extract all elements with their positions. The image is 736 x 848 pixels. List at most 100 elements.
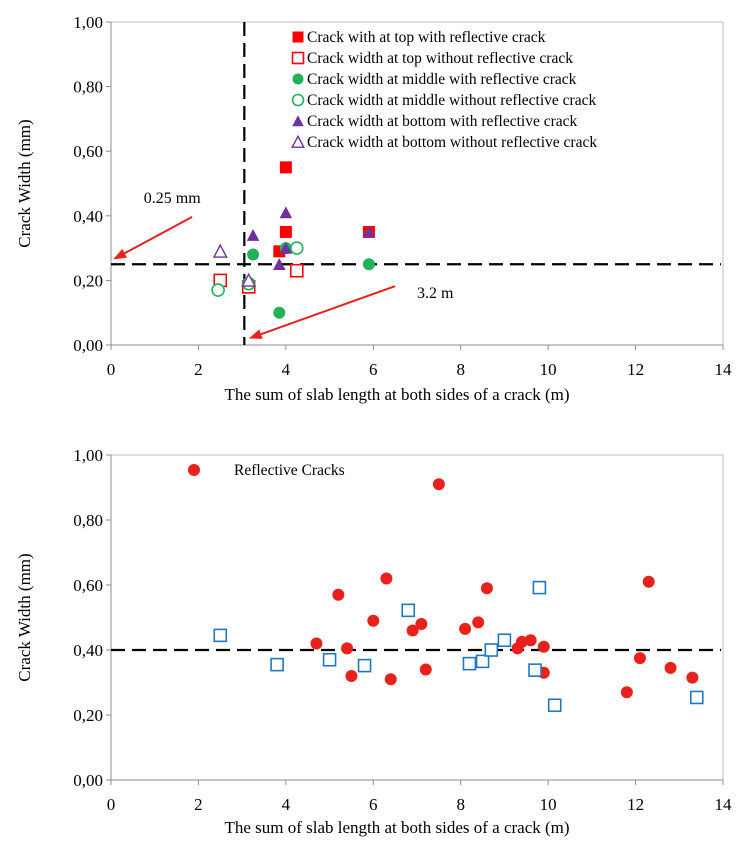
annotation-label: 3.2 m bbox=[417, 285, 454, 302]
data-point bbox=[497, 633, 512, 648]
annotation-arrow bbox=[260, 285, 396, 336]
series-2 bbox=[213, 580, 704, 713]
data-point bbox=[279, 161, 292, 174]
x-tick-label: 12 bbox=[627, 360, 644, 379]
x-tick-label: 2 bbox=[194, 795, 203, 814]
data-point bbox=[475, 654, 490, 669]
legend-marker bbox=[291, 51, 305, 65]
data-point bbox=[686, 671, 699, 684]
data-point bbox=[419, 663, 432, 676]
legend-marker bbox=[292, 73, 304, 85]
y-tick-label: 0,20 bbox=[73, 706, 103, 725]
y-tick-label: 0,80 bbox=[73, 511, 103, 530]
data-point bbox=[322, 652, 337, 667]
data-point bbox=[279, 206, 293, 219]
x-tick-label: 0 bbox=[107, 795, 116, 814]
legend-label: Reflective Cracks bbox=[234, 462, 345, 479]
data-point bbox=[633, 652, 646, 665]
data-point bbox=[246, 228, 260, 241]
y-tick-label: 0,80 bbox=[73, 78, 103, 97]
x-tick-label: 14 bbox=[715, 795, 733, 814]
chart-1: 0,00 0,20 0,40 0,60 0,80 1,00 0 2 4 6 8 10 12 14 The s… bbox=[15, 13, 732, 404]
legend-marker bbox=[291, 93, 305, 107]
data-point bbox=[480, 582, 493, 595]
data-point bbox=[367, 614, 380, 627]
data-point bbox=[247, 248, 260, 261]
y-tick-label: 1,00 bbox=[73, 446, 103, 465]
legend-label: Crack width at middle without reflective… bbox=[307, 92, 596, 109]
data-point bbox=[401, 603, 416, 618]
x-tick-label: 4 bbox=[282, 360, 291, 379]
data-point bbox=[357, 658, 372, 673]
data-point bbox=[279, 241, 293, 254]
data-point bbox=[345, 670, 358, 682]
legend-marker bbox=[188, 464, 200, 476]
data-point bbox=[689, 690, 704, 705]
x-tick-label: 6 bbox=[369, 360, 378, 379]
y-tick-label: 0,60 bbox=[73, 142, 103, 161]
legend: Crack with at top with reflective crack C… bbox=[291, 29, 597, 151]
y-tick-label: 0,00 bbox=[73, 771, 103, 790]
x-tick-label: 10 bbox=[540, 795, 557, 814]
data-point bbox=[332, 588, 345, 601]
series-5 bbox=[246, 206, 376, 270]
data-point bbox=[289, 241, 304, 255]
x-tick-label: 6 bbox=[369, 795, 378, 814]
data-point bbox=[484, 643, 499, 657]
data-point bbox=[362, 258, 375, 271]
y-axis-label: Crack Width (mm) bbox=[15, 119, 34, 247]
y-tick-label: 0,60 bbox=[73, 576, 103, 595]
data-point bbox=[341, 642, 354, 655]
data-point bbox=[528, 663, 542, 677]
data-point bbox=[664, 661, 677, 674]
data-point bbox=[462, 656, 477, 671]
data-point bbox=[459, 622, 472, 635]
data-point bbox=[547, 698, 562, 713]
y-tick-label: 0,40 bbox=[73, 641, 103, 660]
data-point bbox=[270, 657, 284, 672]
data-point bbox=[432, 478, 445, 491]
legend-marker bbox=[292, 115, 304, 127]
data-point bbox=[380, 572, 393, 585]
legend-label: Crack width at top without reflective cr… bbox=[307, 50, 573, 67]
data-point bbox=[273, 306, 286, 319]
data-point bbox=[620, 686, 633, 699]
series-3 bbox=[247, 242, 375, 319]
y-tick-label: 0,20 bbox=[73, 271, 103, 290]
annotation-arrow bbox=[124, 215, 193, 255]
x-axis-label: The sum of slab length at both sides of … bbox=[224, 818, 569, 837]
data-point bbox=[524, 634, 537, 647]
data-point bbox=[406, 624, 419, 637]
data-point bbox=[273, 258, 286, 270]
legend-label: Crack width at bottom without reflective… bbox=[307, 134, 597, 151]
data-point bbox=[415, 618, 428, 630]
data-point bbox=[213, 628, 228, 643]
annotation-label: 0.25 mm bbox=[144, 190, 201, 207]
data-point bbox=[532, 580, 547, 595]
data-point bbox=[472, 616, 485, 629]
data-point bbox=[362, 225, 376, 238]
data-point bbox=[241, 272, 257, 287]
plot-frame bbox=[110, 454, 724, 781]
x-tick-label: 10 bbox=[540, 360, 557, 379]
data-point bbox=[384, 673, 397, 686]
data-point bbox=[642, 575, 655, 588]
x-tick-label: 14 bbox=[715, 360, 733, 379]
legend-label: Crack with at top with reflective crack bbox=[307, 29, 546, 46]
x-tick-label: 8 bbox=[456, 795, 465, 814]
x-axis-label: The sum of slab length at both sides of … bbox=[224, 385, 569, 404]
legend-label: Crack width at middle with reflective cr… bbox=[307, 71, 577, 88]
data-point bbox=[537, 640, 550, 653]
x-tick-label: 12 bbox=[627, 795, 644, 814]
data-point bbox=[289, 263, 304, 278]
series-6 bbox=[212, 243, 257, 287]
legend-marker bbox=[292, 31, 304, 43]
series-1 bbox=[310, 478, 699, 699]
x-tick-label: 2 bbox=[194, 360, 203, 379]
y-tick-label: 0,40 bbox=[73, 207, 103, 226]
arrow-head bbox=[113, 248, 128, 260]
legend: Reflective Cracks bbox=[188, 462, 345, 479]
x-tick-label: 8 bbox=[456, 360, 465, 379]
arrow-head bbox=[248, 329, 263, 339]
